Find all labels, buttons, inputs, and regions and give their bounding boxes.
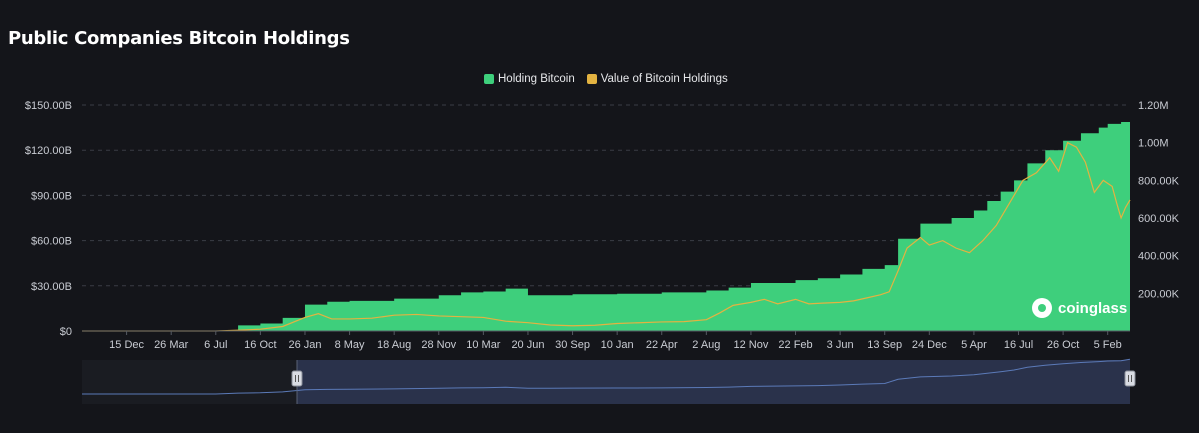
x-tick-label: 10 Jan	[601, 339, 634, 351]
x-tick-label: 8 May	[335, 339, 365, 351]
page-title: Public Companies Bitcoin Holdings	[8, 28, 350, 49]
x-tick-label: 3 Jun	[827, 339, 854, 351]
x-tick-label: 26 Mar	[154, 339, 189, 351]
y-left-tick-label: $90.00B	[31, 190, 72, 202]
x-tick-label: 5 Apr	[961, 339, 987, 351]
x-tick-label: 15 Dec	[109, 339, 144, 351]
coinglass-watermark: coinglass	[1032, 298, 1127, 318]
x-tick-label: 26 Jan	[288, 339, 321, 351]
series-value-line	[82, 141, 1131, 332]
y-right-tick-label: 600.00K	[1138, 213, 1180, 225]
y-left-tick-label: $120.00B	[25, 145, 72, 157]
navigator-handle-left[interactable]	[291, 370, 303, 387]
y-left-tick-label: $0	[60, 326, 72, 338]
x-tick-label: 28 Nov	[421, 339, 456, 351]
navigator-selection[interactable]	[297, 360, 1130, 404]
x-tick-label: 2 Aug	[692, 339, 720, 351]
x-tick-label: 30 Sep	[555, 339, 590, 351]
x-tick-label: 22 Apr	[646, 339, 678, 351]
x-tick-label: 22 Feb	[778, 339, 812, 351]
y-left-tick-label: $150.00B	[25, 100, 72, 112]
x-tick-label: 13 Sep	[867, 339, 902, 351]
chart-legend: Holding Bitcoin Value of Bitcoin Holding…	[484, 73, 740, 85]
y-right-tick-label: 800.00K	[1138, 175, 1180, 187]
y-right-tick-label: 1.20M	[1138, 100, 1169, 112]
x-tick-label: 16 Oct	[244, 339, 276, 351]
y-left-tick-label: $60.00B	[31, 236, 72, 248]
coinglass-logo-icon	[1032, 298, 1052, 318]
navigator-series-line	[82, 358, 1131, 395]
x-tick-label: 6 Jul	[204, 339, 227, 351]
watermark-text: coinglass	[1058, 299, 1128, 317]
y-right-tick-label: 1.00M	[1138, 138, 1169, 150]
x-tick-label: 16 Jul	[1004, 339, 1033, 351]
x-tick-label: 5 Feb	[1094, 339, 1122, 351]
legend-label-holding: Holding Bitcoin	[498, 73, 575, 85]
y-left-tick-label: $30.00B	[31, 281, 72, 293]
legend-item-value-holdings[interactable]: Value of Bitcoin Holdings	[586, 73, 728, 85]
y-right-tick-label: 200.00K	[1138, 288, 1180, 300]
x-tick-label: 10 Mar	[466, 339, 501, 351]
x-tick-label: 20 Jun	[511, 339, 544, 351]
x-tick-label: 18 Aug	[377, 339, 411, 351]
legend-item-holding-bitcoin[interactable]: Holding Bitcoin	[484, 73, 575, 85]
legend-swatch-holding	[484, 74, 494, 84]
x-tick-label: 24 Dec	[912, 339, 947, 351]
x-tick-label: 26 Oct	[1047, 339, 1079, 351]
x-tick-label: 12 Nov	[734, 339, 769, 351]
navigator-handle-right[interactable]	[1124, 370, 1136, 387]
legend-swatch-value	[586, 74, 597, 84]
series-holding-bitcoin-area	[82, 112, 1130, 332]
legend-label-value: Value of Bitcoin Holdings	[600, 73, 728, 85]
y-right-tick-label: 400.00K	[1138, 251, 1180, 263]
